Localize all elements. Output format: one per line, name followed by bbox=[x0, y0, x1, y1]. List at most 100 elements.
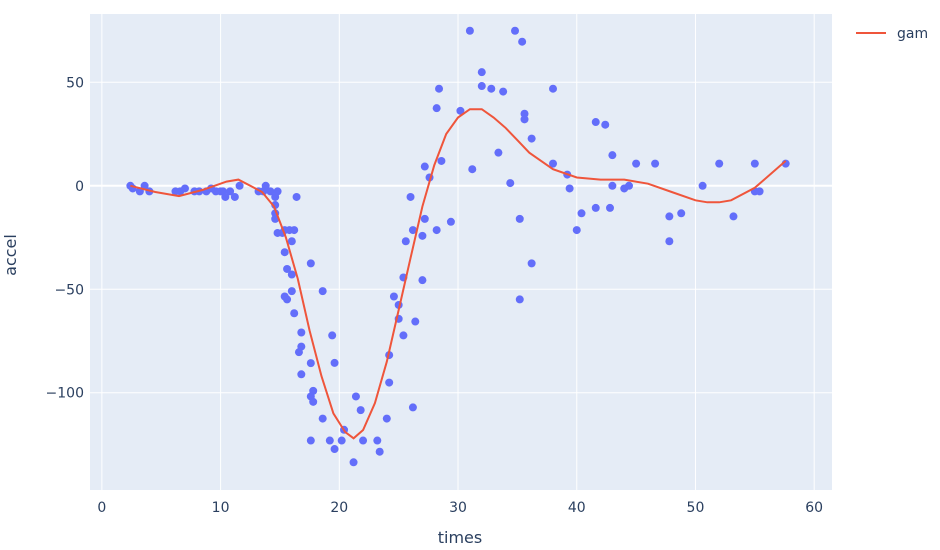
data-point[interactable] bbox=[527, 259, 536, 268]
data-point[interactable] bbox=[665, 212, 674, 221]
data-point[interactable] bbox=[389, 292, 398, 301]
data-point[interactable] bbox=[273, 187, 282, 196]
data-point[interactable] bbox=[755, 187, 764, 196]
data-point[interactable] bbox=[287, 270, 296, 279]
data-point[interactable] bbox=[283, 295, 292, 304]
data-point[interactable] bbox=[309, 397, 318, 406]
data-point[interactable] bbox=[399, 331, 408, 340]
data-point[interactable] bbox=[499, 87, 508, 96]
data-point[interactable] bbox=[577, 209, 586, 218]
data-point[interactable] bbox=[408, 226, 417, 235]
data-point[interactable] bbox=[432, 226, 441, 235]
data-point[interactable] bbox=[605, 203, 614, 212]
data-point[interactable] bbox=[591, 203, 600, 212]
data-point[interactable] bbox=[373, 436, 382, 445]
data-point[interactable] bbox=[266, 187, 275, 196]
data-point[interactable] bbox=[318, 287, 327, 296]
data-point[interactable] bbox=[280, 248, 289, 257]
data-point[interactable] bbox=[287, 237, 296, 246]
data-point[interactable] bbox=[549, 159, 558, 168]
data-point[interactable] bbox=[665, 237, 674, 246]
data-point[interactable] bbox=[608, 181, 617, 190]
data-point[interactable] bbox=[494, 148, 503, 157]
data-point[interactable] bbox=[325, 436, 334, 445]
data-point[interactable] bbox=[406, 192, 415, 201]
data-point[interactable] bbox=[565, 184, 574, 193]
data-point[interactable] bbox=[601, 120, 610, 129]
data-point[interactable] bbox=[518, 37, 527, 46]
data-point[interactable] bbox=[632, 159, 641, 168]
data-point[interactable] bbox=[297, 342, 306, 351]
data-point[interactable] bbox=[418, 276, 427, 285]
data-point[interactable] bbox=[328, 331, 337, 340]
data-point[interactable] bbox=[511, 26, 520, 35]
data-point[interactable] bbox=[715, 159, 724, 168]
data-point[interactable] bbox=[446, 217, 455, 226]
data-point[interactable] bbox=[468, 165, 477, 174]
data-point[interactable] bbox=[226, 187, 235, 196]
scatter-series[interactable] bbox=[126, 26, 790, 467]
data-point[interactable] bbox=[487, 84, 496, 93]
data-point[interactable] bbox=[337, 436, 346, 445]
data-point[interactable] bbox=[382, 414, 391, 423]
data-point[interactable] bbox=[306, 436, 315, 445]
data-point[interactable] bbox=[330, 445, 339, 454]
x-tick-label: 60 bbox=[805, 500, 823, 516]
data-point[interactable] bbox=[359, 436, 368, 445]
data-point[interactable] bbox=[351, 392, 360, 401]
data-point[interactable] bbox=[309, 386, 318, 395]
data-point[interactable] bbox=[435, 84, 444, 93]
data-point[interactable] bbox=[349, 458, 358, 467]
data-point[interactable] bbox=[230, 192, 239, 201]
data-point[interactable] bbox=[408, 403, 417, 412]
data-point[interactable] bbox=[527, 134, 536, 143]
legend[interactable]: gam bbox=[856, 26, 928, 42]
data-point[interactable] bbox=[283, 264, 292, 273]
data-point[interactable] bbox=[515, 295, 524, 304]
data-point[interactable] bbox=[401, 237, 410, 246]
data-point[interactable] bbox=[292, 192, 301, 201]
data-point[interactable] bbox=[306, 359, 315, 368]
data-point[interactable] bbox=[297, 328, 306, 337]
data-point[interactable] bbox=[356, 406, 365, 415]
data-point[interactable] bbox=[235, 181, 244, 190]
data-point[interactable] bbox=[411, 317, 420, 326]
data-point[interactable] bbox=[677, 209, 686, 218]
data-point[interactable] bbox=[750, 159, 759, 168]
data-point[interactable] bbox=[515, 214, 524, 223]
data-point[interactable] bbox=[375, 447, 384, 456]
data-point[interactable] bbox=[420, 162, 429, 171]
data-point[interactable] bbox=[297, 370, 306, 379]
data-point[interactable] bbox=[624, 181, 633, 190]
data-point[interactable] bbox=[608, 151, 617, 160]
data-point[interactable] bbox=[520, 115, 529, 124]
data-point[interactable] bbox=[520, 109, 529, 118]
data-point[interactable] bbox=[330, 358, 339, 367]
data-point[interactable] bbox=[465, 26, 474, 35]
data-point[interactable] bbox=[290, 309, 299, 318]
data-point[interactable] bbox=[477, 82, 486, 91]
data-point[interactable] bbox=[180, 184, 189, 193]
data-point[interactable] bbox=[385, 378, 394, 387]
data-point[interactable] bbox=[290, 226, 299, 235]
data-point[interactable] bbox=[591, 118, 600, 127]
data-point[interactable] bbox=[432, 104, 441, 113]
data-point[interactable] bbox=[418, 231, 427, 240]
data-point[interactable] bbox=[549, 84, 558, 93]
data-point[interactable] bbox=[437, 156, 446, 165]
data-point[interactable] bbox=[456, 106, 465, 115]
data-point[interactable] bbox=[420, 214, 429, 223]
data-point[interactable] bbox=[306, 259, 315, 268]
data-point[interactable] bbox=[287, 287, 296, 296]
data-point[interactable] bbox=[506, 179, 515, 188]
data-point[interactable] bbox=[477, 68, 486, 77]
data-point[interactable] bbox=[572, 226, 581, 235]
data-point[interactable] bbox=[698, 181, 707, 190]
data-point[interactable] bbox=[651, 159, 660, 168]
data-point[interactable] bbox=[729, 212, 738, 221]
data-point[interactable] bbox=[140, 181, 149, 190]
data-point[interactable] bbox=[261, 181, 270, 190]
data-point[interactable] bbox=[318, 414, 327, 423]
data-point[interactable] bbox=[221, 192, 230, 201]
gam-line[interactable] bbox=[130, 108, 787, 440]
